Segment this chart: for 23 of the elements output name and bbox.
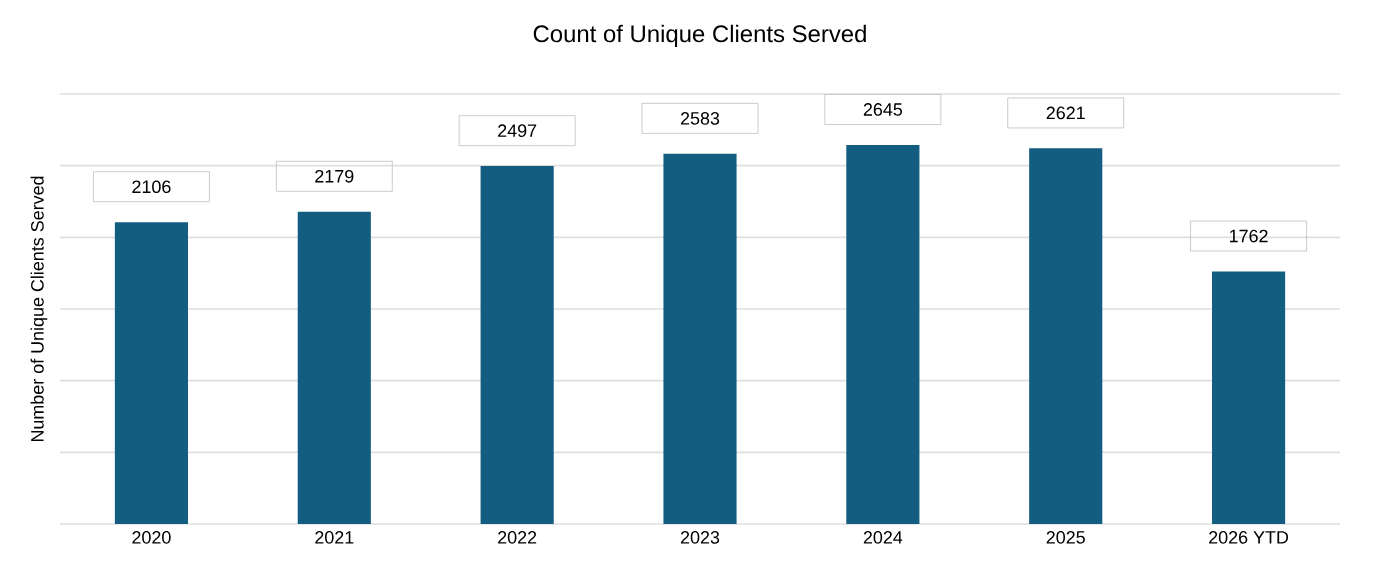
data-label: 2179 [315,169,354,183]
x-tick-label: 2021 [315,531,354,544]
data-label: 2621 [1046,106,1085,120]
bar [846,144,920,524]
bar [480,166,554,524]
x-tick-label: 2023 [680,531,720,544]
x-tick-label: 2020 [132,531,171,544]
data-label: 1762 [1230,229,1268,243]
data-label: 2106 [132,180,171,194]
x-tick-label: 2025 [1046,531,1085,544]
bar [297,211,371,524]
bar [114,222,188,524]
bar [1212,271,1286,524]
bar [1029,148,1103,524]
x-tick-label: 2022 [498,531,537,544]
bar [663,153,737,524]
data-label: 2645 [863,103,903,116]
y-axis-title: Number of Unique Clients Served [30,176,48,442]
chart-title: Count of Unique Clients Served [533,24,866,48]
x-tick-label: 2024 [863,531,903,544]
data-label: 2583 [680,112,720,125]
data-label: 2497 [498,124,537,138]
x-tick-label: 2026 YTD [1209,531,1289,544]
